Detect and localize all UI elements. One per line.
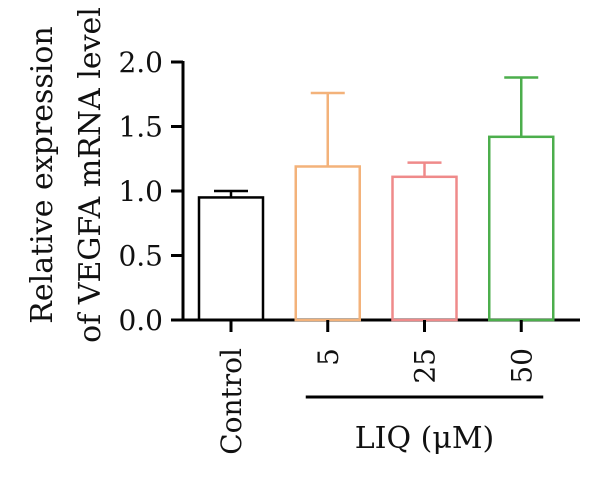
bar-5 bbox=[294, 165, 361, 322]
y-axis-label-line-1: Relative expression bbox=[25, 26, 60, 323]
bars bbox=[197, 76, 555, 322]
x-ticks: Control 5 25 50 bbox=[215, 320, 538, 455]
y-axis-label: Relative expression of VEGFA mRNA level bbox=[25, 7, 108, 343]
group-label: LIQ (μM) bbox=[355, 421, 495, 456]
x-tick-label-25: 25 bbox=[409, 348, 442, 384]
bar-control bbox=[197, 196, 265, 322]
bar-50 bbox=[488, 135, 555, 322]
y-tick-label: 0.0 bbox=[118, 304, 163, 337]
y-tick-label: 1.0 bbox=[118, 175, 163, 208]
y-ticks: 0.0 0.5 1.0 1.5 2.0 bbox=[118, 46, 183, 337]
y-tick-label: 2.0 bbox=[118, 46, 163, 79]
x-tick-label-5: 5 bbox=[312, 348, 345, 366]
y-axis-label-line-2: of VEGFA mRNA level bbox=[73, 7, 108, 343]
y-tick-label: 0.5 bbox=[118, 240, 163, 273]
bar-25 bbox=[391, 175, 458, 322]
treatment-group: LIQ (μM) bbox=[305, 395, 544, 456]
x-tick-label-control: Control bbox=[215, 348, 248, 455]
x-tick-label-50: 50 bbox=[505, 348, 538, 384]
y-tick-label: 1.5 bbox=[118, 111, 163, 144]
